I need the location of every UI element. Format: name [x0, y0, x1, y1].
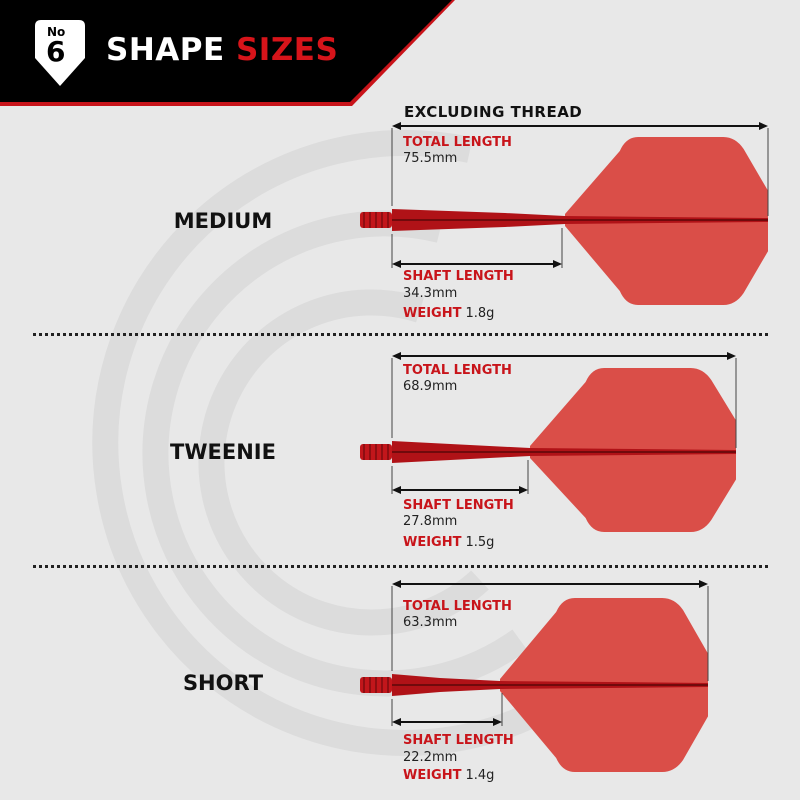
weight-row: WEIGHT 1.8g [403, 306, 495, 321]
shaft-length-arrow-head [392, 260, 401, 268]
divider [33, 565, 768, 568]
total-length-arrow-head [699, 580, 708, 588]
total-length-value: 68.9mm [403, 379, 458, 394]
total-length-arrow-head [392, 352, 401, 360]
size-name-medium: MEDIUM [173, 209, 273, 233]
total-length-arrow-head [392, 122, 401, 130]
total-length-value: 75.5mm [403, 151, 458, 166]
weight-row: WEIGHT 1.4g [403, 768, 495, 783]
shaft-length-label: SHAFT LENGTH [403, 733, 514, 748]
shaft-length-value: 27.8mm [403, 514, 458, 529]
total-length-label: TOTAL LENGTH [403, 363, 512, 378]
page-title: SHAPE SIZES [106, 32, 339, 68]
total-length-label: TOTAL LENGTH [403, 599, 512, 614]
shaft-length-arrow-head [493, 718, 502, 726]
weight-value: 1.8g [465, 306, 495, 321]
total-length-arrow-head [392, 580, 401, 588]
divider [33, 333, 768, 336]
shaft-length-value: 22.2mm [403, 750, 458, 765]
excluding-thread-note: EXCLUDING THREAD [404, 103, 583, 121]
size-name-short: SHORT [182, 671, 264, 695]
shaft-length-arrow-head [392, 718, 401, 726]
shaft-length-arrow-head [553, 260, 562, 268]
flight-badge-icon [35, 20, 85, 86]
shaft-length-label: SHAFT LENGTH [403, 269, 514, 284]
badge-prefix: No [47, 25, 66, 39]
total-length-value: 63.3mm [403, 615, 458, 630]
weight-row: WEIGHT 1.5g [403, 535, 495, 550]
shaft-length-arrow-head [519, 486, 528, 494]
badge-number: 6 [46, 35, 66, 68]
shaft-length-label: SHAFT LENGTH [403, 498, 514, 513]
weight-value: 1.5g [465, 535, 495, 550]
total-length-arrow-head [759, 122, 768, 130]
total-length-arrow-head [727, 352, 736, 360]
shaft-length-value: 34.3mm [403, 286, 458, 301]
weight-value: 1.4g [465, 768, 495, 783]
total-length-label: TOTAL LENGTH [403, 135, 512, 150]
shaft-length-arrow-head [392, 486, 401, 494]
size-name-tweenie: TWEENIE [170, 440, 276, 464]
header-banner: No 6 SHAPE SIZES [0, 0, 800, 110]
